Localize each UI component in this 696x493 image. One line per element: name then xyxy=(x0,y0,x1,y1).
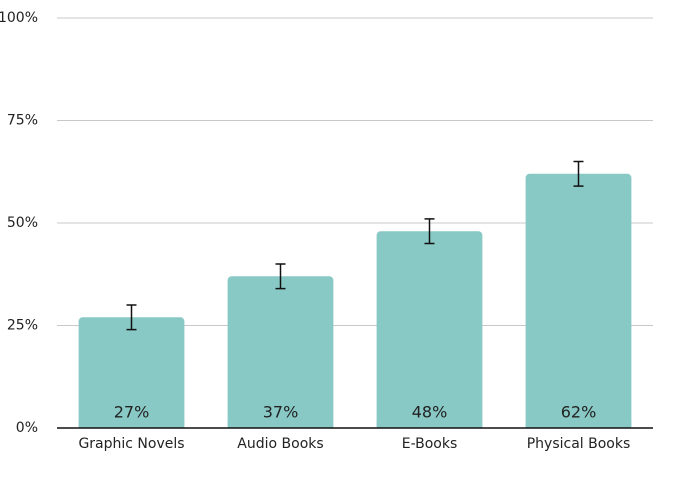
error-bar xyxy=(424,218,435,245)
bar xyxy=(525,173,632,428)
data-label: 48% xyxy=(412,403,448,422)
bar-base xyxy=(376,422,483,428)
x-tick-label: E-Books xyxy=(402,436,458,452)
bar xyxy=(376,231,483,428)
error-bar xyxy=(275,263,286,290)
x-tick-label: Graphic Novels xyxy=(78,436,184,452)
x-tick-label: Physical Books xyxy=(527,436,631,452)
x-tick-label: Audio Books xyxy=(237,436,323,452)
data-label: 27% xyxy=(114,403,150,422)
error-bar xyxy=(126,304,137,331)
y-tick-label: 75% xyxy=(7,113,38,129)
bar-base xyxy=(525,422,632,428)
y-tick-label: 25% xyxy=(7,318,38,334)
bar-base xyxy=(227,422,334,428)
bar-base xyxy=(78,422,185,428)
bar xyxy=(78,317,185,428)
error-bar xyxy=(573,160,584,187)
y-tick-label: 100% xyxy=(0,10,38,26)
y-tick-label: 50% xyxy=(7,215,38,231)
bar xyxy=(227,276,334,428)
data-label: 62% xyxy=(561,403,597,422)
data-label: 37% xyxy=(263,403,299,422)
y-tick-label: 0% xyxy=(16,420,38,436)
